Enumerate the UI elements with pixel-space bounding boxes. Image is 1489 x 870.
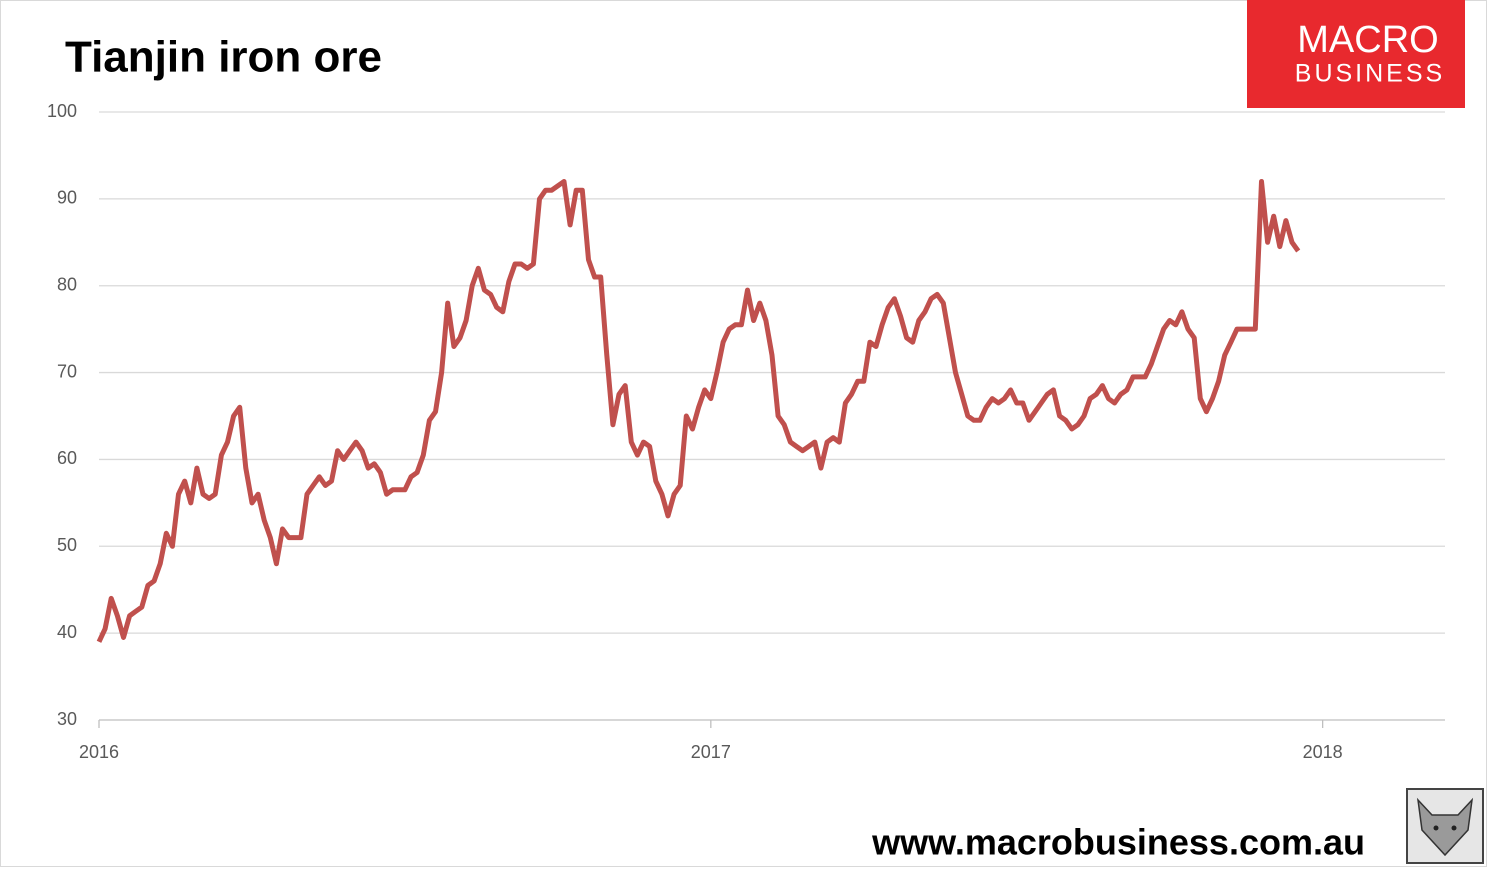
fox-icon [1406,788,1484,864]
x-tick-label: 2017 [691,742,731,762]
logo-box [1247,0,1465,108]
data-line [96,179,1301,643]
y-tick-label: 50 [57,535,77,555]
x-tick-label: 2018 [1303,742,1343,762]
y-tick-label: 70 [57,361,77,381]
chart-title: Tianjin iron ore [65,33,382,82]
y-tick-label: 90 [57,188,77,208]
logo-text: BUSINESS [1295,60,1445,88]
website: www.macrobusiness.com.au [871,822,1365,863]
logo-text: MACRO [1297,19,1438,61]
y-tick-label: 100 [47,101,77,121]
y-tick-label: 60 [57,448,77,468]
y-tick-label: 40 [57,622,77,642]
x-tick-label: 2016 [79,742,119,762]
y-tick-label: 80 [57,274,77,294]
y-tick-label: 30 [57,709,77,729]
